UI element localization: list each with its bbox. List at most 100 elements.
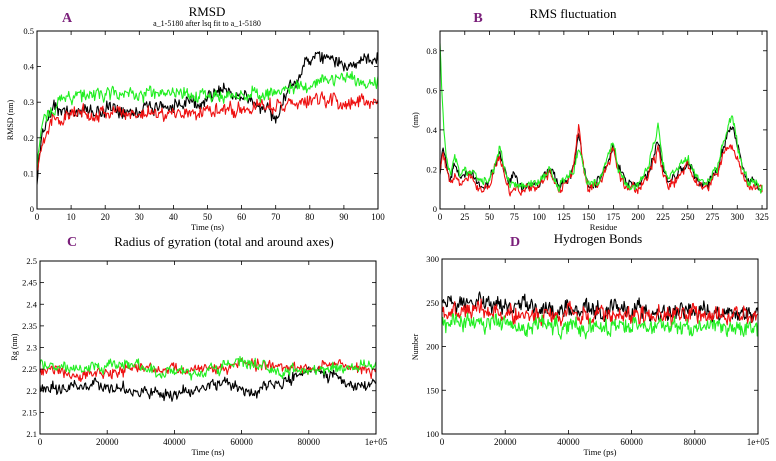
x-tick-label: 0 bbox=[440, 437, 445, 447]
y-tick-label: 150 bbox=[426, 385, 439, 395]
panel-letter: A bbox=[62, 11, 73, 26]
x-tick-label: 20000 bbox=[494, 437, 517, 447]
panel-d: D Hydrogen Bonds 0 20000 40000 60000 80000 1e+0… bbox=[411, 231, 770, 457]
x-tick-label: 0 bbox=[35, 212, 40, 222]
x-tick-label: 90 bbox=[339, 212, 349, 222]
series-line-green bbox=[37, 70, 378, 170]
y-tick-label: 250 bbox=[426, 298, 439, 308]
x-tick-label: 100 bbox=[532, 212, 546, 222]
series-line-green bbox=[440, 43, 763, 194]
y-tick-label: 0.3 bbox=[23, 97, 34, 107]
y-tick-label: 2.45 bbox=[22, 278, 37, 288]
x-tick-label: 40000 bbox=[163, 437, 186, 447]
x-tick-label: 275 bbox=[706, 212, 720, 222]
x-tick-label: 60000 bbox=[620, 437, 643, 447]
y-tick-label: 0.6 bbox=[426, 85, 437, 95]
x-tick-label: 0 bbox=[38, 437, 43, 447]
y-tick-label: 0.8 bbox=[426, 46, 437, 56]
series-line-red bbox=[37, 91, 378, 171]
x-tick-label: 125 bbox=[557, 212, 571, 222]
x-tick-label: 50 bbox=[203, 212, 213, 222]
x-tick-label: 80000 bbox=[298, 437, 321, 447]
x-tick-label: 1e+05 bbox=[747, 437, 770, 447]
x-tick-label: 100 bbox=[371, 212, 385, 222]
x-tick-label: 75 bbox=[510, 212, 520, 222]
plot-frame bbox=[439, 30, 768, 210]
y-tick-label: 0 bbox=[433, 204, 437, 214]
panel-letter: D bbox=[510, 235, 520, 250]
panel-b: B RMS fluctuation 0 25 50 75 100 125 150 175 200 22… bbox=[411, 6, 769, 232]
x-tick-label: 10 bbox=[67, 212, 77, 222]
x-tick-label: 50 bbox=[485, 212, 495, 222]
panel-c: C Radius of gyration (total and around ax… bbox=[10, 234, 388, 457]
panel-letter: C bbox=[67, 235, 77, 250]
series-line-green bbox=[442, 312, 758, 340]
x-tick-label: 150 bbox=[582, 212, 596, 222]
y-tick-label: 2.15 bbox=[22, 407, 37, 417]
series-line-black bbox=[37, 51, 378, 185]
x-tick-label: 80 bbox=[305, 212, 315, 222]
x-tick-label: 40000 bbox=[557, 437, 580, 447]
chart-subtitle: a_1-5180 after lsq fit to a_1-5180 bbox=[153, 19, 261, 28]
y-tick-label: 2.35 bbox=[22, 321, 37, 331]
chart-title: Hydrogen Bonds bbox=[554, 231, 642, 246]
y-tick-label: 0.2 bbox=[426, 164, 437, 174]
x-tick-label: 225 bbox=[656, 212, 670, 222]
x-tick-label: 300 bbox=[731, 212, 745, 222]
x-axis-label: Residue bbox=[590, 222, 618, 232]
y-tick-label: 2.4 bbox=[26, 299, 37, 309]
y-tick-label: 2.5 bbox=[26, 256, 37, 266]
x-tick-label: 250 bbox=[681, 212, 695, 222]
y-tick-label: 2.2 bbox=[26, 386, 37, 396]
series-line-green bbox=[40, 355, 376, 381]
x-tick-label: 325 bbox=[755, 212, 769, 222]
x-axis-label: Time (ns) bbox=[191, 222, 224, 232]
x-tick-label: 40 bbox=[169, 212, 179, 222]
y-tick-label: 0.2 bbox=[23, 133, 34, 143]
x-tick-label: 1e+05 bbox=[365, 437, 388, 447]
x-tick-label: 20000 bbox=[96, 437, 119, 447]
plot-frame bbox=[36, 30, 379, 210]
x-tick-label: 60 bbox=[237, 212, 247, 222]
chart-title: RMSD bbox=[189, 4, 226, 19]
x-tick-label: 175 bbox=[607, 212, 621, 222]
y-axis-label: (nm) bbox=[411, 112, 420, 128]
x-axis-label: Time (ps) bbox=[584, 447, 617, 457]
x-tick-label: 25 bbox=[460, 212, 470, 222]
y-tick-label: 0.4 bbox=[23, 62, 34, 72]
series-group bbox=[440, 43, 763, 197]
y-tick-label: 2.3 bbox=[26, 343, 37, 353]
series-line-red bbox=[440, 124, 763, 197]
panel-letter: B bbox=[473, 11, 482, 26]
series-line-red bbox=[442, 298, 758, 328]
x-tick-label: 20 bbox=[101, 212, 111, 222]
series-group bbox=[40, 355, 376, 402]
series-group bbox=[37, 51, 378, 185]
chart-title: RMS fluctuation bbox=[529, 6, 617, 21]
y-tick-label: 0 bbox=[30, 204, 34, 214]
y-axis-label: RMSD (nm) bbox=[6, 100, 15, 141]
y-tick-label: 2.25 bbox=[22, 364, 37, 374]
y-tick-label: 0.1 bbox=[23, 168, 34, 178]
y-tick-label: 2.1 bbox=[26, 429, 37, 439]
x-tick-label: 30 bbox=[135, 212, 145, 222]
y-axis-label: Number bbox=[411, 334, 420, 361]
y-tick-label: 0.5 bbox=[23, 26, 34, 36]
y-tick-label: 100 bbox=[426, 429, 439, 439]
plot-frame bbox=[39, 260, 377, 435]
series-group bbox=[442, 291, 758, 340]
y-tick-label: 200 bbox=[426, 342, 439, 352]
plot-frame bbox=[441, 258, 759, 435]
x-tick-label: 70 bbox=[271, 212, 281, 222]
y-tick-label: 300 bbox=[426, 254, 439, 264]
x-tick-label: 0 bbox=[438, 212, 443, 222]
x-tick-label: 200 bbox=[631, 212, 645, 222]
x-tick-label: 80000 bbox=[684, 437, 707, 447]
x-tick-label: 60000 bbox=[230, 437, 253, 447]
chart-title: Radius of gyration (total and around axe… bbox=[114, 234, 334, 249]
y-tick-label: 0.4 bbox=[426, 125, 437, 135]
x-axis-label: Time (ns) bbox=[192, 447, 225, 457]
y-axis-label: Rg (nm) bbox=[10, 333, 19, 360]
